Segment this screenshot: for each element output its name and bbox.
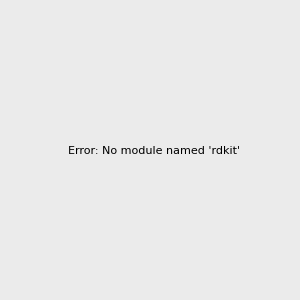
Text: Error: No module named 'rdkit': Error: No module named 'rdkit': [68, 146, 240, 157]
